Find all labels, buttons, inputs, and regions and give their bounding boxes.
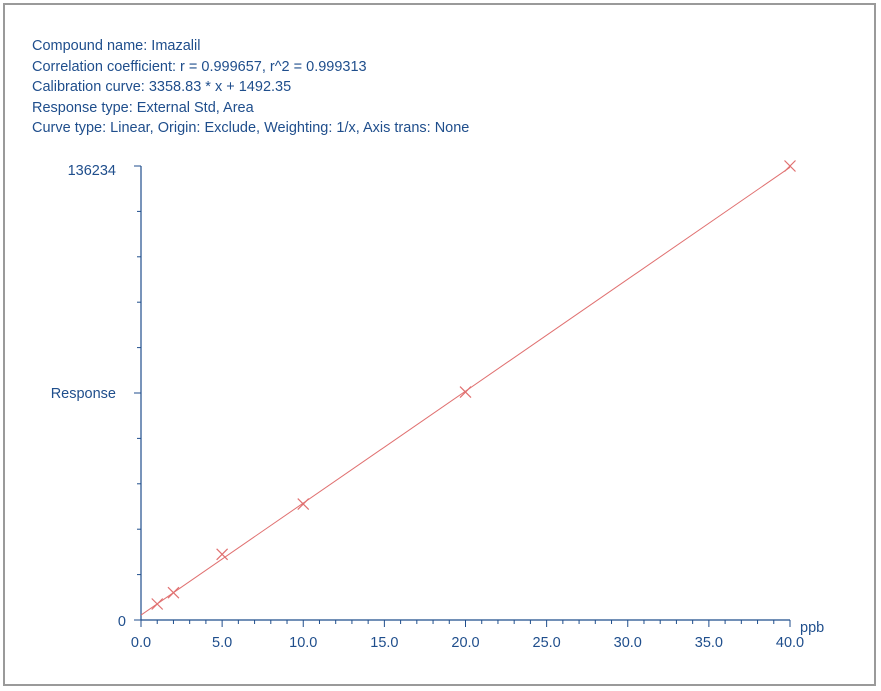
data-point bbox=[784, 160, 796, 172]
calibration-curve: Calibration curve: 3358.83 * x + 1492.35 bbox=[32, 79, 292, 95]
x-tick-label: 10.0 bbox=[289, 635, 317, 651]
data-point bbox=[151, 598, 164, 610]
calibration-curve-line bbox=[140, 166, 791, 616]
y-max-label: 136234 bbox=[68, 163, 116, 179]
x-tick-label: 5.0 bbox=[212, 635, 232, 651]
x-tick-label: 15.0 bbox=[370, 635, 398, 651]
x-axis-label: ppb bbox=[800, 620, 824, 636]
data-point bbox=[167, 586, 180, 599]
figure-frame bbox=[3, 3, 876, 686]
x-tick-label: 20.0 bbox=[451, 635, 479, 651]
data-point bbox=[216, 548, 229, 561]
x-tick-label: 35.0 bbox=[695, 635, 723, 651]
curve-type: Curve type: Linear, Origin: Exclude, Wei… bbox=[32, 120, 470, 136]
y-axis-label: Response bbox=[51, 386, 116, 402]
response-type: Response type: External Std, Area bbox=[32, 99, 254, 116]
x-tick-label: 25.0 bbox=[533, 635, 561, 651]
x-tick-label: 0.0 bbox=[131, 635, 151, 651]
y-zero-label: 0 bbox=[118, 614, 126, 630]
compound-name: Compound name: Imazalil bbox=[32, 38, 201, 54]
correlation-coefficient: Correlation coefficient: r = 0.999657, r… bbox=[32, 58, 367, 75]
y-ticks bbox=[134, 165, 141, 621]
x-tick-label: 40.0 bbox=[776, 635, 804, 651]
data-point bbox=[297, 498, 310, 510]
data-points bbox=[151, 160, 796, 610]
data-point bbox=[459, 386, 472, 398]
calibration-info: Compound name: Imazalil Correlation coef… bbox=[32, 36, 469, 139]
fit-line bbox=[140, 166, 791, 616]
x-tick-label: 30.0 bbox=[614, 635, 642, 651]
x-ticks: 0.0 5.0 10.0 15.0 20.0 25.0 30.0 35.0 40.0 bbox=[131, 620, 804, 651]
